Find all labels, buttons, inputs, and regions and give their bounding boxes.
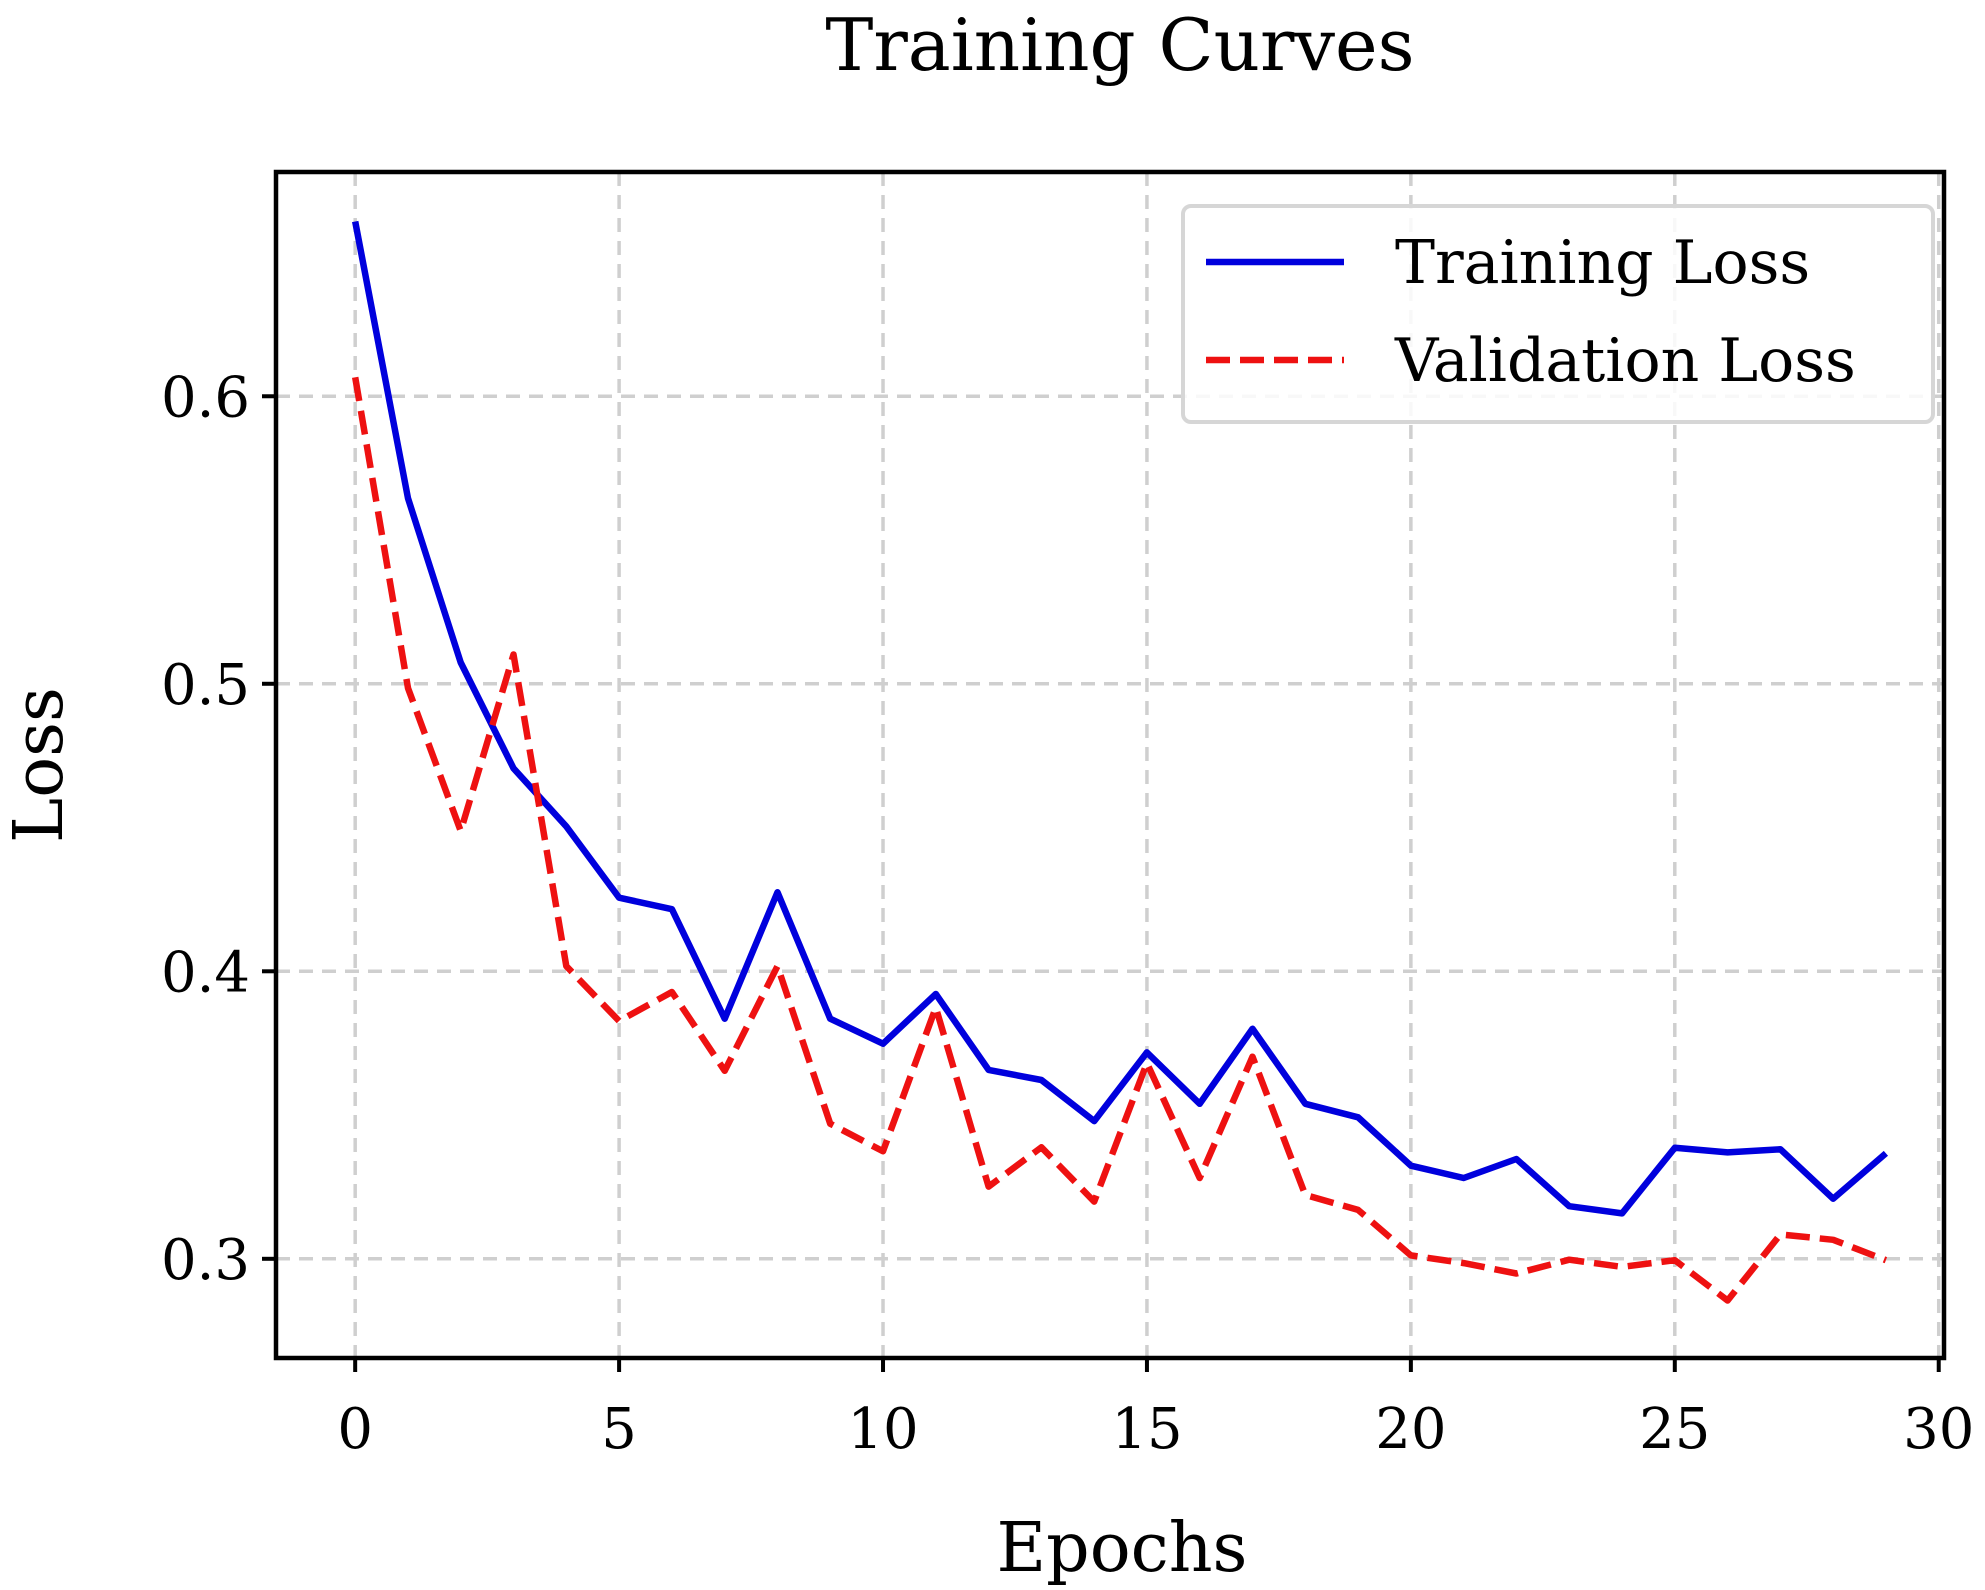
x-tick-label: 20 [1375, 1397, 1446, 1462]
axis-ticks: 0 5 10 15 20 25 30 0.3 0.4 0.5 0.6 [161, 365, 1974, 1462]
x-tick-label: 0 [337, 1397, 373, 1462]
x-axis-label: Epochs [997, 1509, 1248, 1588]
x-tick-label: 10 [847, 1397, 918, 1462]
x-tick-label: 25 [1639, 1397, 1710, 1462]
y-tick-label: 0.4 [161, 940, 250, 1005]
plot-area-frame [273, 169, 1947, 1361]
y-tick-label: 0.3 [161, 1228, 250, 1293]
x-tick-label: 30 [1903, 1397, 1974, 1462]
legend-label-validation-loss: Validation Loss [1394, 326, 1856, 396]
y-tick-label: 0.6 [161, 365, 250, 430]
legend-box [1181, 204, 1935, 424]
x-tick-label: 15 [1111, 1397, 1182, 1462]
legend-label-training-loss: Training Loss [1395, 228, 1810, 298]
chart-title: Training Curves [825, 3, 1414, 87]
series-lines [351, 220, 1889, 1304]
series-line-validation-loss [351, 376, 1888, 1304]
y-axis-label: Loss [0, 687, 79, 843]
y-tick-label: 0.5 [161, 653, 250, 718]
x-tick-label: 5 [601, 1397, 637, 1462]
series-line-training-loss [352, 220, 1889, 1217]
legend: Training Loss Validation Loss [1181, 204, 1935, 424]
